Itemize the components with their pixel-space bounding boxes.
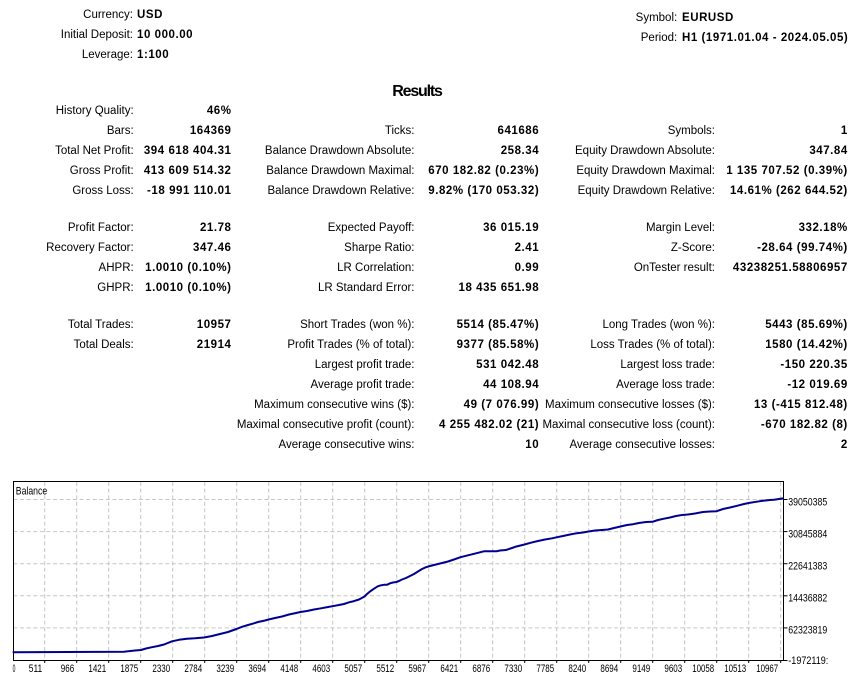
svg-text:1875: 1875 [120, 663, 138, 675]
svg-text:8240: 8240 [568, 663, 586, 675]
svg-text:8694: 8694 [600, 663, 618, 675]
svg-text:9149: 9149 [632, 663, 650, 675]
svg-text:4148: 4148 [280, 663, 298, 675]
svg-text:30845884: 30845884 [788, 528, 827, 540]
svg-text:10513: 10513 [724, 663, 746, 675]
svg-text:22641383: 22641383 [788, 561, 827, 573]
svg-text:511: 511 [29, 663, 42, 675]
svg-text:2784: 2784 [184, 663, 202, 675]
svg-text:14436882: 14436882 [788, 593, 827, 605]
svg-text:4603: 4603 [312, 663, 330, 675]
svg-text:7330: 7330 [504, 663, 522, 675]
svg-text:39050385: 39050385 [788, 496, 827, 508]
svg-text:7785: 7785 [536, 663, 554, 675]
svg-text:0: 0 [13, 663, 16, 675]
svg-text:9603: 9603 [664, 663, 682, 675]
svg-text:966: 966 [61, 663, 74, 675]
svg-text:10058: 10058 [692, 663, 714, 675]
svg-text:6421: 6421 [440, 663, 458, 675]
svg-text:5967: 5967 [408, 663, 426, 675]
svg-text:10967: 10967 [756, 663, 778, 675]
svg-text:5057: 5057 [344, 663, 362, 675]
svg-text:3239: 3239 [216, 663, 234, 675]
svg-text:3694: 3694 [248, 663, 266, 675]
svg-text:6876: 6876 [472, 663, 490, 675]
svg-text:Balance: Balance [16, 485, 47, 497]
svg-text:62323819: 62323819 [788, 625, 827, 637]
svg-text:1421: 1421 [88, 663, 106, 675]
svg-text:-1972119:: -1972119: [788, 655, 828, 667]
svg-text:2330: 2330 [152, 663, 170, 675]
svg-text:5512: 5512 [376, 663, 394, 675]
